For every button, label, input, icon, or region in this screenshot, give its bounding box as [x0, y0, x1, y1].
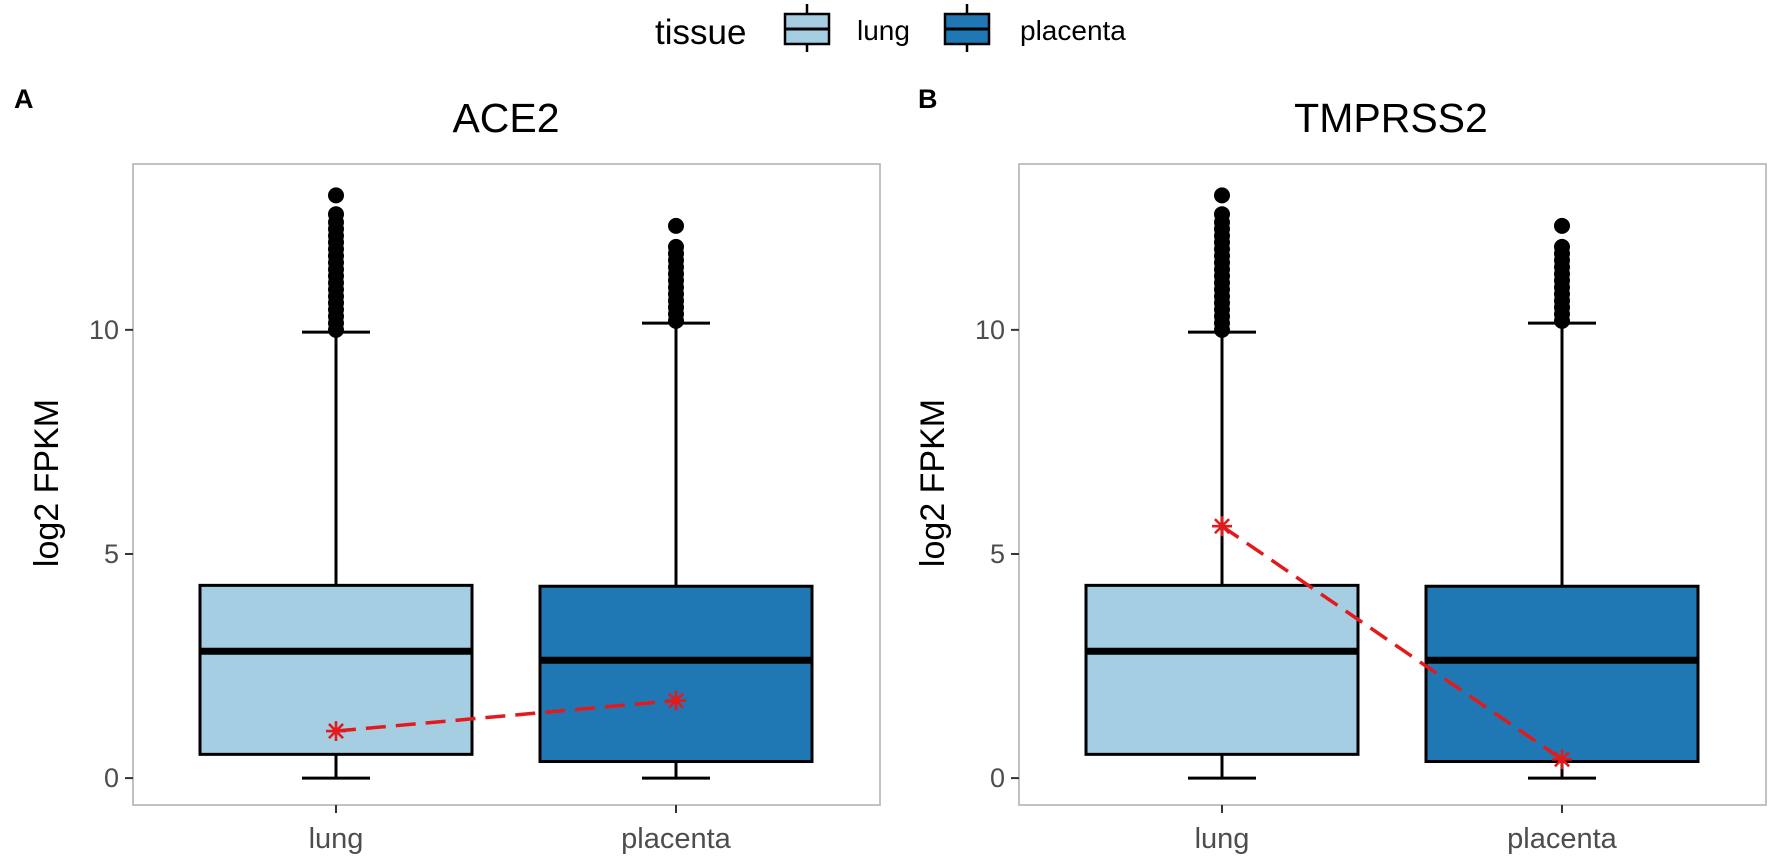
- boxplot-tmprss2-placenta: [1424, 217, 1700, 780]
- panel-tmprss2: B TMPRSS2 log2 FPKM 0 5 10 lung placenta: [914, 84, 1767, 855]
- highlight-line-ace2: [335, 698, 677, 733]
- legend-label-placenta: placenta: [1020, 15, 1126, 46]
- panel-ace2: A ACE2 log2 FPKM 0 5 10 lung placenta: [14, 84, 881, 855]
- y-axis-label-ace2: log2 FPKM: [28, 399, 66, 567]
- boxplot-ace2-lung: [198, 187, 474, 780]
- outlier-ace2-placenta-11: [668, 238, 684, 255]
- plot-area-tmprss2: 0 5 10 lung placenta: [975, 163, 1767, 855]
- plot-area-ace2: 0 5 10 lung placenta: [89, 163, 881, 855]
- highlight-line-tmprss2: [1221, 524, 1563, 761]
- panel-tag-b: B: [918, 84, 938, 114]
- y-tick-label-tmprss2-10: 10: [975, 315, 1005, 345]
- legend-key-lung: [783, 4, 831, 52]
- outlier-ace2-lung-18: [328, 187, 344, 204]
- asterisk-stroke-3: [1214, 518, 1230, 535]
- legend-key-placenta: [943, 4, 991, 52]
- x-tick-label-ace2-placenta: placenta: [621, 823, 732, 855]
- box-tmprss2-lung: [1084, 583, 1360, 756]
- x-tick-label-tmprss2-lung: lung: [1195, 823, 1250, 855]
- legend-title: tissue: [655, 13, 746, 52]
- y-tick-label-tmprss2-5: 5: [990, 539, 1005, 569]
- asterisk-stroke-3: [328, 723, 344, 740]
- outlier-tmprss2-lung-17: [1214, 206, 1230, 223]
- y-tick-label-ace2-5: 5: [104, 539, 119, 569]
- highlight-point-tmprss2-placenta: [1552, 749, 1572, 770]
- y-tick-label-ace2-10: 10: [89, 315, 119, 345]
- panel-border-ace2: [132, 163, 881, 806]
- outlier-tmprss2-placenta-12: [1554, 217, 1570, 234]
- asterisk-stroke-3: [1554, 751, 1570, 768]
- outlier-tmprss2-placenta-11: [1554, 238, 1570, 255]
- legend-label-lung: lung: [857, 15, 910, 46]
- asterisk-stroke-3: [668, 692, 684, 709]
- legend: tissue lung placenta: [655, 4, 1126, 52]
- x-tick-label-ace2-lung: lung: [309, 823, 364, 855]
- y-tick-label-ace2-0: 0: [104, 763, 119, 793]
- outlier-ace2-placenta-12: [668, 217, 684, 234]
- boxplot-ace2-placenta: [538, 217, 814, 780]
- boxplot-tmprss2-lung: [1084, 187, 1360, 780]
- box-ace2-placenta: [538, 584, 814, 764]
- panel-title-tmprss2: TMPRSS2: [1294, 95, 1488, 141]
- y-tick-label-tmprss2-0: 0: [990, 763, 1005, 793]
- panel-tag-a: A: [14, 84, 34, 114]
- highlight-point-ace2-lung: [326, 721, 346, 742]
- highlight-point-tmprss2-lung: [1212, 516, 1232, 537]
- panel-border-tmprss2: [1018, 163, 1767, 806]
- y-axis-label-tmprss2: log2 FPKM: [914, 399, 952, 567]
- x-tick-label-tmprss2-placenta: placenta: [1507, 823, 1618, 855]
- outlier-tmprss2-lung-18: [1214, 187, 1230, 204]
- outlier-ace2-lung-17: [328, 206, 344, 223]
- highlight-point-ace2-placenta: [666, 690, 686, 711]
- box-tmprss2-placenta: [1424, 584, 1700, 764]
- panel-title-ace2: ACE2: [452, 95, 559, 141]
